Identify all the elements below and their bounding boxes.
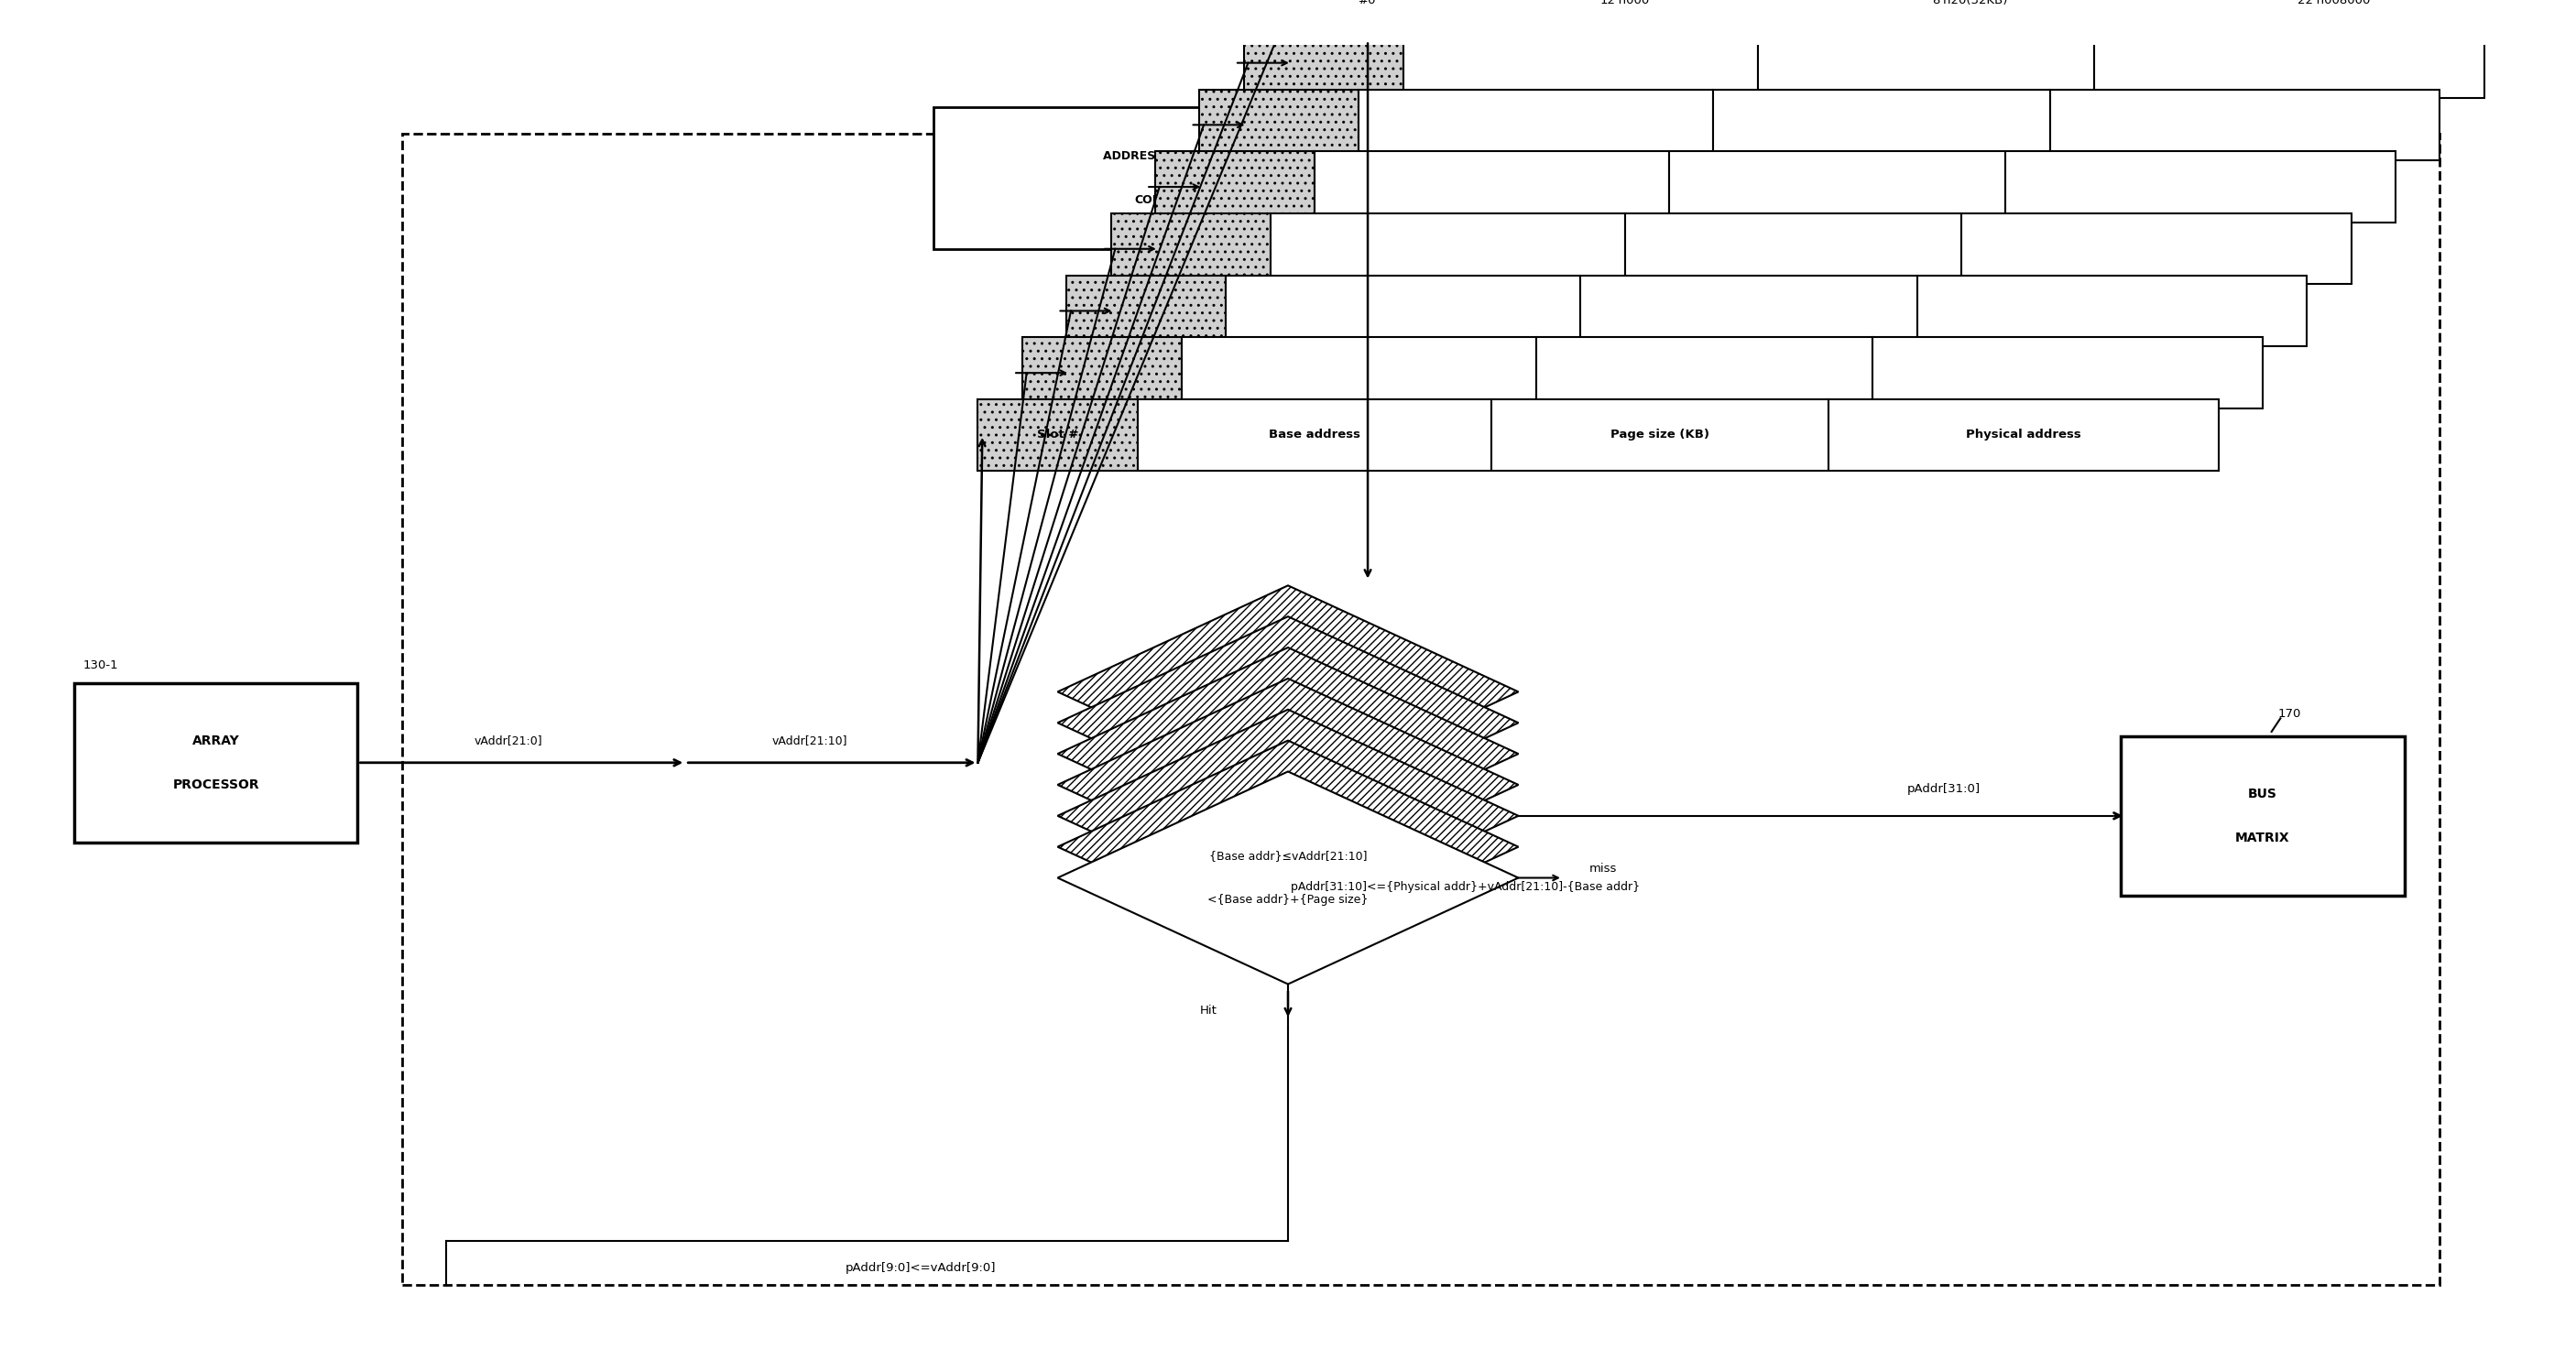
Polygon shape (1059, 616, 1517, 830)
Text: 170: 170 (2277, 709, 2300, 719)
Bar (933, 107, 1422, 249)
Text: miss: miss (1589, 864, 1618, 874)
Text: 155: 155 (1471, 163, 1494, 175)
Bar (1182, 337, 1535, 408)
Bar (2094, 27, 2483, 98)
Bar (1066, 276, 1226, 347)
Bar (1226, 276, 1582, 347)
Text: pAddr[9:0]<=vAddr[9:0]: pAddr[9:0]<=vAddr[9:0] (845, 1262, 997, 1273)
Bar (1023, 337, 1182, 408)
Text: {Base addr}≤vAddr[21:10]: {Base addr}≤vAddr[21:10] (1208, 850, 1368, 862)
Bar (1404, 27, 1757, 98)
Bar (1110, 214, 1270, 284)
Text: BUS: BUS (2249, 787, 2277, 800)
Bar (1200, 90, 1360, 160)
Bar (1960, 214, 2352, 284)
Text: CONTROLLER: CONTROLLER (1133, 194, 1221, 207)
Text: Hit: Hit (1200, 1005, 1216, 1017)
Polygon shape (1059, 741, 1517, 953)
Bar (75, 683, 358, 842)
Text: Slot #: Slot # (1036, 428, 1079, 441)
Bar (2120, 736, 2403, 895)
Bar (1757, 27, 2094, 98)
Polygon shape (1059, 771, 1517, 985)
Polygon shape (1059, 647, 1517, 860)
Text: Physical address: Physical address (1965, 428, 2081, 441)
Polygon shape (1059, 586, 1517, 798)
Text: 22'h008000: 22'h008000 (2298, 0, 2370, 7)
Bar (2007, 151, 2396, 222)
Bar (1713, 90, 2050, 160)
Bar (1314, 151, 1669, 222)
Text: pAddr[31:0]: pAddr[31:0] (1906, 783, 1981, 796)
Text: Base address: Base address (1270, 428, 1360, 441)
Bar (1492, 400, 1829, 471)
Bar (1582, 276, 1917, 347)
Text: ARRAY: ARRAY (193, 734, 240, 747)
Bar (1535, 337, 1873, 408)
Text: vAddr[21:10]: vAddr[21:10] (773, 734, 848, 747)
Bar (1669, 151, 2007, 222)
Bar (979, 400, 1139, 471)
Text: Page size (KB): Page size (KB) (1610, 428, 1710, 441)
Bar (1154, 151, 1314, 222)
Text: <{Base addr}+{Page size}: <{Base addr}+{Page size} (1208, 894, 1368, 906)
Text: #0: #0 (1358, 0, 1376, 7)
Bar (1270, 214, 1625, 284)
Polygon shape (1059, 679, 1517, 891)
Text: 8'h20(32KB): 8'h20(32KB) (1932, 0, 2009, 7)
Bar (1625, 214, 1960, 284)
Bar (1139, 400, 1492, 471)
Bar (1448, 0, 1803, 37)
Text: 12'h000: 12'h000 (1600, 0, 1649, 7)
Bar (402, 133, 2439, 1285)
Text: MATRIX: MATRIX (2236, 831, 2290, 845)
Text: 150-1: 150-1 (1504, 101, 1540, 113)
Text: pAddr[31:10]<={Physical addr}+vAddr[21:10]-{Base addr}: pAddr[31:10]<={Physical addr}+vAddr[21:1… (1291, 881, 1641, 892)
Text: vAddr[21:0]: vAddr[21:0] (474, 734, 544, 747)
Text: 130-1: 130-1 (82, 660, 118, 672)
Bar (1803, 0, 2138, 37)
Bar (1873, 337, 2262, 408)
Bar (2138, 0, 2530, 37)
Text: PROCESSOR: PROCESSOR (173, 778, 260, 792)
Bar (1244, 27, 1404, 98)
Bar (2050, 90, 2439, 160)
Bar (1829, 400, 2218, 471)
Polygon shape (1059, 710, 1517, 922)
Bar (1917, 276, 2308, 347)
Text: ADDRESS CONVERSION: ADDRESS CONVERSION (1103, 150, 1252, 162)
Bar (1288, 0, 1448, 37)
Bar (1360, 90, 1713, 160)
